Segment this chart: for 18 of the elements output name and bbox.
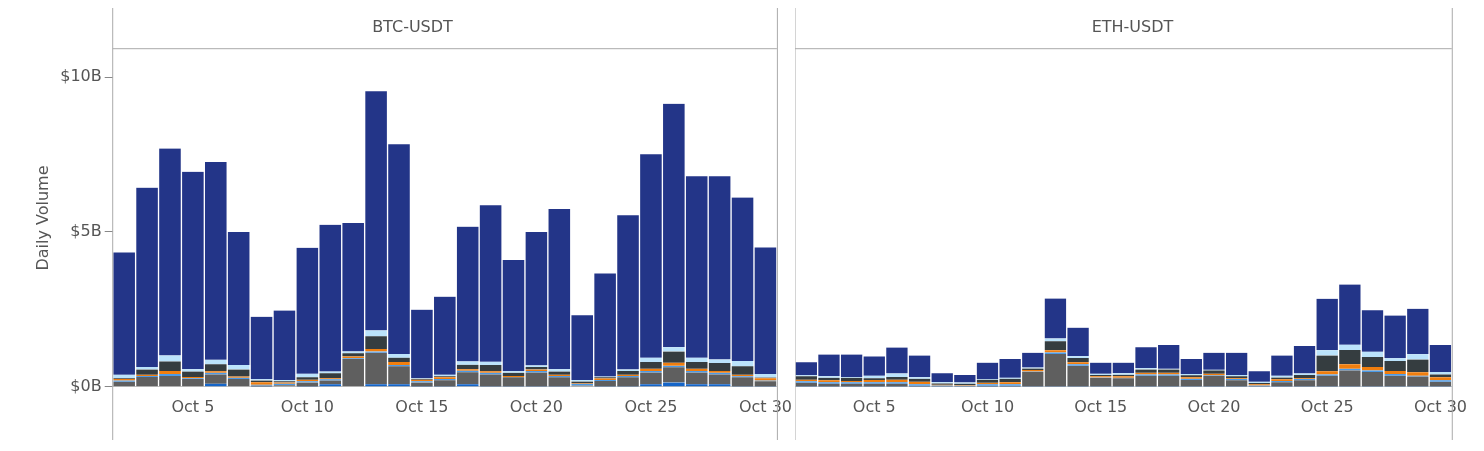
x-tick-label: Oct 25	[624, 396, 678, 416]
y-tick-label: $5B	[70, 221, 102, 241]
x-tick-label: Oct 20	[1187, 396, 1241, 416]
x-tick-label: Oct 20	[509, 396, 563, 416]
y-tick-label: $0B	[70, 375, 102, 395]
x-tick-label: Oct 5	[852, 396, 896, 416]
x-tick-label: Oct 15	[395, 396, 449, 416]
y-axis-title: Daily Volume	[32, 165, 52, 271]
x-tick-label: Oct 15	[1074, 396, 1128, 416]
x-tick-label: Oct 30	[738, 396, 792, 416]
chart-title: BTC-USDT	[372, 16, 454, 36]
x-tick-label: Oct 10	[960, 396, 1015, 416]
x-tick-label: Oct 30	[1413, 396, 1467, 416]
y-tick-label: $10B	[60, 66, 102, 86]
x-tick-label: Oct 25	[1300, 396, 1354, 416]
x-tick-label: Oct 10	[280, 396, 334, 416]
chart-title: ETH-USDT	[1091, 16, 1174, 36]
x-tick-label: Oct 5	[171, 396, 215, 416]
